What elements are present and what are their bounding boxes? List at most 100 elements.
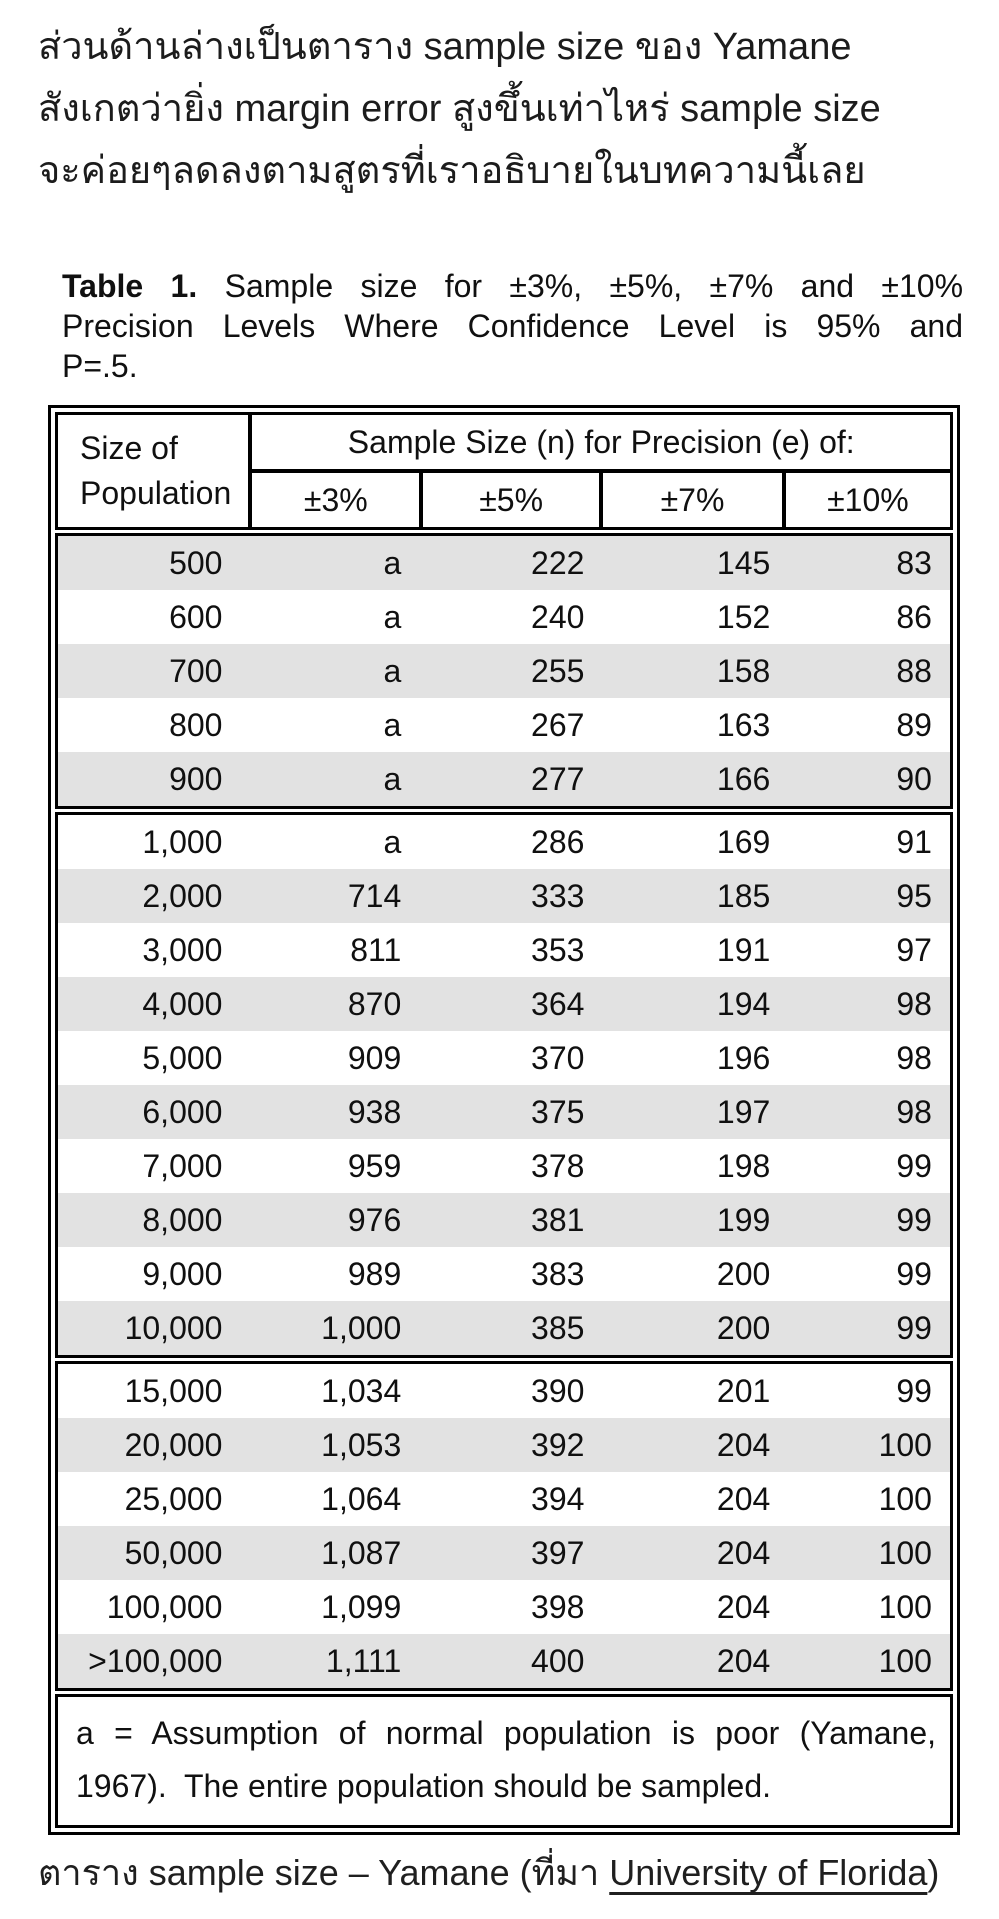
population-cell: 800 (169, 706, 223, 743)
sample-size-cell: 99 (896, 1201, 932, 1238)
population-column-header: Size of Population (58, 415, 253, 527)
sample-size-cell: 400 (531, 1642, 585, 1679)
sample-size-cell: 91 (896, 823, 932, 860)
table-row: 25,000 1,064 394 204 100 (58, 1472, 950, 1526)
sample-size-cell: 1,087 (321, 1534, 402, 1571)
sample-size-cell: 199 (716, 1201, 771, 1238)
sample-size-cell: 255 (531, 652, 585, 689)
sample-size-cell: 392 (531, 1426, 585, 1463)
population-cell: 9,000 (142, 1255, 223, 1292)
sample-size-cell: 870 (347, 985, 402, 1022)
precision-header-group: Sample Size (n) for Precision (e) of: ±3… (252, 415, 950, 527)
table-row: 5,000 909 370 196 98 (58, 1031, 950, 1085)
population-cell: 6,000 (142, 1093, 223, 1130)
university-of-florida-link[interactable]: University of Florida (609, 1852, 928, 1893)
table-row-group-2: 1,000 a 286 169 91 2,000 714 333 185 95 3,000 811 35… (55, 812, 953, 1358)
sample-size-cell: 370 (531, 1039, 585, 1076)
intro-paragraph: ส่วนด้านล่างเป็นตาราง sample size ของ Ya… (38, 16, 983, 202)
table-row: 2,000 714 333 185 95 (58, 869, 950, 923)
sample-size-cell: 152 (716, 598, 771, 635)
population-header-line: Size of (80, 430, 178, 466)
sample-size-cell: 201 (716, 1372, 771, 1409)
sample-size-cell: 714 (347, 877, 402, 914)
sample-size-cell: a (383, 652, 402, 689)
sample-size-cell: 100 (878, 1426, 932, 1463)
sample-size-cell: 267 (531, 706, 585, 743)
sample-size-cell: 196 (716, 1039, 771, 1076)
sample-size-cell: 166 (716, 760, 771, 797)
table-row-group-1: 500 a 222 145 83 600 a 240 152 86 700 a 255 158 88 800 a… (55, 533, 953, 809)
sample-size-cell: 1,111 (325, 1642, 402, 1679)
intro-line: จะค่อยๆลดลงตามสูตรที่เราอธิบายในบทความนี… (38, 150, 866, 192)
table-number-label: Table 1. (62, 268, 198, 304)
sample-size-cell: 989 (347, 1255, 402, 1292)
sample-size-cell: 194 (716, 985, 771, 1022)
sample-size-cell: 394 (531, 1480, 585, 1517)
sample-size-cell: 100 (878, 1642, 932, 1679)
sample-size-cell: 100 (878, 1534, 932, 1571)
sample-size-cell: 185 (716, 877, 771, 914)
population-cell: 600 (169, 598, 223, 635)
sample-size-cell: 98 (896, 1093, 932, 1130)
table-row: >100,000 1,111 400 204 100 (58, 1634, 950, 1688)
sample-size-cell: 99 (896, 1147, 932, 1184)
table-header: Size of Population Sample Size (n) for P… (55, 412, 953, 530)
column-header-3pct: ±3% (303, 481, 368, 518)
sample-size-cell: 375 (531, 1093, 585, 1130)
population-cell: 900 (169, 760, 223, 797)
sample-size-cell: 204 (716, 1534, 771, 1571)
sample-size-cell: 1,099 (321, 1588, 402, 1625)
table-row: 3,000 811 353 191 97 (58, 923, 950, 977)
sample-size-cell: 1,053 (321, 1426, 402, 1463)
table-row: 100,000 1,099 398 204 100 (58, 1580, 950, 1634)
population-cell: 7,000 (142, 1147, 223, 1184)
table-title-line: Precision Levels Where Confidence Level … (62, 308, 963, 344)
column-header-5pct: ±5% (419, 473, 599, 527)
population-cell: 4,000 (142, 985, 223, 1022)
table-row: 600 a 240 152 86 (58, 590, 950, 644)
sample-size-cell: 200 (716, 1255, 771, 1292)
table-title-text: Sample size for ±3%, ±5%, ±7% and ±10% (224, 268, 964, 304)
sample-size-cell: 909 (347, 1039, 402, 1076)
sample-size-cell: 200 (716, 1309, 771, 1346)
table-row: 15,000 1,034 390 201 99 (58, 1364, 950, 1418)
sample-size-cell: 378 (531, 1147, 585, 1184)
population-header-line: Population (80, 475, 232, 511)
table-row: 10,000 1,000 385 200 99 (58, 1301, 950, 1355)
sample-size-cell: 197 (716, 1093, 771, 1130)
table-row: 800 a 267 163 89 (58, 698, 950, 752)
sample-size-cell: 83 (896, 544, 932, 581)
sample-size-cell: 99 (896, 1372, 932, 1409)
sample-size-cell: 938 (347, 1093, 402, 1130)
population-cell: 5,000 (142, 1039, 223, 1076)
table-row: 8,000 976 381 199 99 (58, 1193, 950, 1247)
population-cell: 10,000 (124, 1309, 223, 1346)
sample-size-cell: 286 (531, 823, 585, 860)
sample-size-table: Size of Population Sample Size (n) for P… (48, 405, 960, 1835)
population-cell: 500 (169, 544, 223, 581)
sample-size-cell: 385 (531, 1309, 585, 1346)
sample-size-cell: a (383, 598, 402, 635)
sample-size-cell: 99 (896, 1309, 932, 1346)
sample-size-cell: 1,064 (321, 1480, 402, 1517)
sample-size-cell: 1,034 (321, 1372, 402, 1409)
population-cell: 700 (169, 652, 223, 689)
column-header-7pct: ±7% (599, 473, 782, 527)
sample-size-cell: 959 (347, 1147, 402, 1184)
footnote-line: 1967). The entire population should be s… (76, 1768, 771, 1804)
population-cell: 50,000 (124, 1534, 223, 1571)
sample-size-cell: 98 (896, 1039, 932, 1076)
population-cell: >100,000 (88, 1642, 223, 1679)
sample-size-cell: 390 (531, 1372, 585, 1409)
table-row: 20,000 1,053 392 204 100 (58, 1418, 950, 1472)
sample-size-cell: 89 (896, 706, 932, 743)
sample-size-cell: 222 (531, 544, 585, 581)
table-row: 500 a 222 145 83 (58, 536, 950, 590)
population-cell: 15,000 (124, 1372, 223, 1409)
table-row: 50,000 1,087 397 204 100 (58, 1526, 950, 1580)
table-row: 900 a 277 166 90 (58, 752, 950, 806)
sample-size-cell: 204 (716, 1426, 771, 1463)
precision-span-header: Sample Size (n) for Precision (e) of: (252, 415, 950, 473)
sample-size-cell: 169 (716, 823, 771, 860)
table-footnote: a = Assumption of normal population is p… (55, 1694, 953, 1828)
